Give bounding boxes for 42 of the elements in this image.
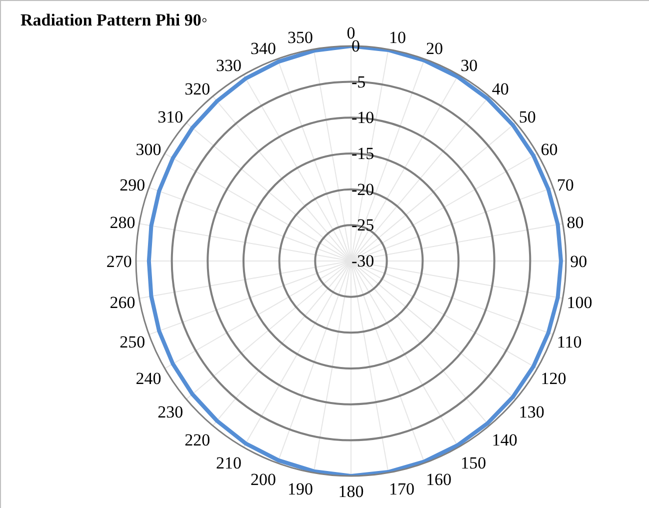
spoke-label: 350	[287, 28, 313, 47]
spoke-label: 330	[216, 56, 242, 76]
spoke-label: 140	[492, 430, 518, 450]
spoke-label: 220	[184, 430, 210, 450]
spoke-label: 310	[158, 108, 184, 127]
spoke-label: 150	[460, 453, 486, 472]
spoke-label: 280	[110, 213, 136, 232]
spoke-label: 260	[110, 292, 136, 312]
spoke-label: 20	[426, 38, 443, 58]
spoke-label: 250	[120, 332, 146, 352]
spoke-label: 270	[106, 252, 132, 271]
spoke-label: 50	[518, 108, 536, 127]
y-tick-label: -25	[352, 216, 374, 235]
spoke-label: 340	[250, 38, 276, 58]
spoke-label: 200	[250, 470, 276, 489]
spoke-label: 30	[460, 56, 478, 76]
spoke-label: 320	[184, 79, 210, 98]
spoke-label: 180	[338, 482, 364, 502]
spoke-label: 70	[556, 175, 574, 194]
spoke-label: 240	[136, 369, 162, 388]
spoke-label: 100	[566, 292, 592, 312]
spoke-label: 10	[389, 28, 406, 47]
y-tick-label: -30	[352, 252, 374, 271]
y-tick-label: -15	[352, 144, 374, 164]
chart-title: Radiation Pattern Phi 90◦	[20, 10, 208, 30]
spoke-label: 90	[570, 252, 588, 271]
spoke-label: 80	[566, 213, 584, 232]
y-tick-label: -20	[352, 180, 374, 199]
spoke-label: 110	[556, 332, 582, 352]
spoke-label: 210	[216, 453, 242, 472]
y-tick-label: -10	[352, 108, 374, 128]
spoke-label: 40	[492, 79, 509, 98]
spoke-label: 190	[287, 480, 313, 499]
spoke-label: 160	[426, 470, 452, 489]
spoke-label: 230	[158, 402, 184, 422]
spoke-label: 130	[518, 402, 544, 422]
spoke-label: 290	[120, 175, 146, 194]
spoke-label: 120	[540, 369, 566, 388]
spoke-label: 170	[389, 480, 415, 499]
spoke-label: 60	[540, 140, 558, 159]
y-tick-label: -5	[352, 72, 366, 92]
spoke-label: 300	[136, 140, 162, 159]
